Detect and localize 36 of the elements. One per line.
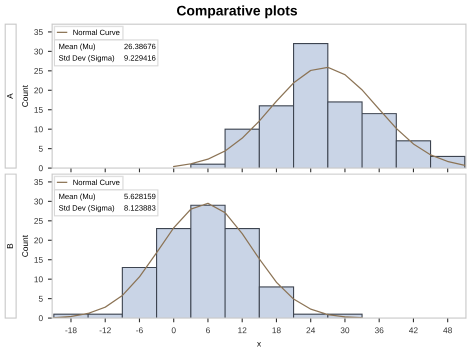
x-tick-label: 12 xyxy=(238,327,246,334)
x-tick-label: 36 xyxy=(374,327,384,334)
y-tick-label: 0 xyxy=(38,315,43,322)
y-tick-label: 20 xyxy=(34,237,43,244)
x-axis-title: x xyxy=(257,342,262,346)
chart-title: Comparative plots xyxy=(176,5,298,18)
y-tick-label: 25 xyxy=(34,68,43,74)
x-tick-label: 6 xyxy=(206,327,210,334)
y-tick-label: 15 xyxy=(34,107,43,113)
y-tick-label: 30 xyxy=(34,198,43,204)
y-tick-label: 5 xyxy=(38,146,43,152)
y-tick-label: 0 xyxy=(38,165,43,172)
line-series xyxy=(173,66,466,168)
y-tick-label: 10 xyxy=(34,126,43,132)
y-tick-label: 15 xyxy=(34,257,43,263)
y-tick-label: 20 xyxy=(34,87,43,94)
x-tick-label: 30 xyxy=(340,327,350,334)
y-tick-label: 10 xyxy=(34,276,43,282)
x-tick-label: -18 xyxy=(65,327,77,334)
text: B xyxy=(7,244,13,248)
x-tick-label: 18 xyxy=(272,327,281,334)
x-tick-label: 42 xyxy=(408,327,418,334)
x-tick-label: 0 xyxy=(172,327,176,334)
x-tick-label: -6 xyxy=(136,327,143,334)
y-axis-title: Count xyxy=(22,85,28,107)
x-tick-label: 48 xyxy=(443,327,452,334)
line-series xyxy=(53,202,363,318)
x-tick-label: -12 xyxy=(100,327,111,334)
y-tick-label: 5 xyxy=(38,296,43,302)
y-axis-title: Count xyxy=(22,235,28,257)
y-tick-label: 35 xyxy=(34,29,43,36)
x-tick-label: 24 xyxy=(306,327,316,334)
y-tick-label: 30 xyxy=(34,48,43,54)
y-tick-label: 25 xyxy=(34,218,43,224)
y-tick-label: 35 xyxy=(34,179,43,186)
text: A xyxy=(7,93,13,99)
